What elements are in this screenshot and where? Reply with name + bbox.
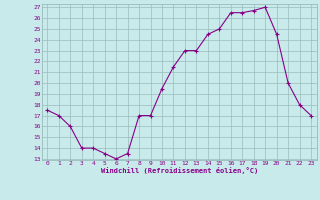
X-axis label: Windchill (Refroidissement éolien,°C): Windchill (Refroidissement éolien,°C)	[100, 167, 258, 174]
